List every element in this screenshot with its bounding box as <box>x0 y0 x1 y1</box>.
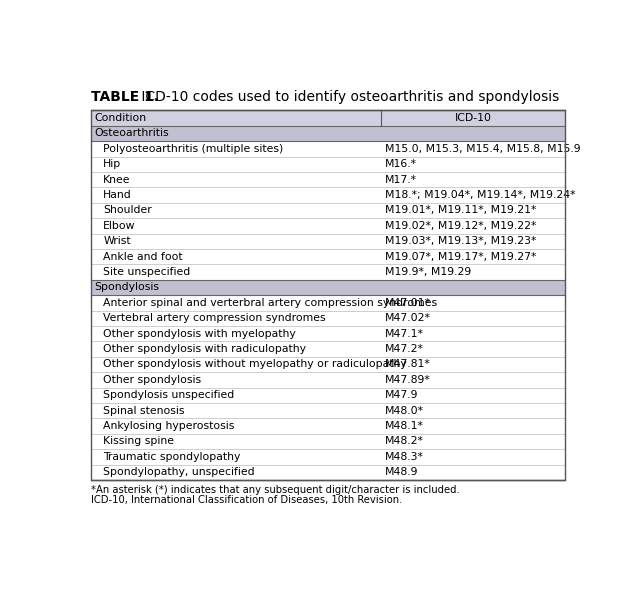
Bar <box>91 418 565 434</box>
Bar <box>91 357 565 372</box>
Text: Osteoarthritis: Osteoarthritis <box>95 128 170 138</box>
Bar <box>91 388 565 403</box>
Bar <box>91 310 565 326</box>
Bar <box>91 372 565 388</box>
Text: M15.0, M15.3, M15.4, M15.8, M15.9: M15.0, M15.3, M15.4, M15.8, M15.9 <box>385 144 580 154</box>
Text: Shoulder: Shoulder <box>103 205 152 216</box>
Text: M17.*: M17.* <box>385 175 417 184</box>
Bar <box>91 141 565 156</box>
Text: Other spondylosis with radiculopathy: Other spondylosis with radiculopathy <box>103 344 307 354</box>
Bar <box>91 403 565 418</box>
Bar <box>91 203 565 218</box>
Text: *An asterisk (*) indicates that any subsequent digit/character is included.: *An asterisk (*) indicates that any subs… <box>91 485 460 495</box>
Bar <box>91 110 565 480</box>
Text: M47.02*: M47.02* <box>385 313 431 323</box>
Text: Condition: Condition <box>95 113 147 123</box>
Bar <box>91 295 565 310</box>
Bar <box>91 264 565 280</box>
Bar <box>91 465 565 480</box>
Text: M19.02*, M19.12*, M19.22*: M19.02*, M19.12*, M19.22* <box>385 221 536 231</box>
Bar <box>91 326 565 341</box>
Text: M47.01*: M47.01* <box>385 298 431 308</box>
Text: Hand: Hand <box>103 190 132 200</box>
Text: Vertebral artery compression syndromes: Vertebral artery compression syndromes <box>103 313 326 323</box>
Text: M16.*: M16.* <box>385 159 417 170</box>
Bar <box>91 341 565 357</box>
Text: Spondylosis: Spondylosis <box>95 283 160 292</box>
Text: Other spondylosis with myelopathy: Other spondylosis with myelopathy <box>103 329 296 338</box>
Text: Kissing spine: Kissing spine <box>103 437 174 446</box>
Text: M48.3*: M48.3* <box>385 452 424 462</box>
Text: Ankle and foot: Ankle and foot <box>103 252 183 262</box>
Bar <box>91 449 565 465</box>
Text: Polyosteoarthritis (multiple sites): Polyosteoarthritis (multiple sites) <box>103 144 284 154</box>
Text: ICD-10: ICD-10 <box>454 113 492 123</box>
Text: Spondylopathy, unspecified: Spondylopathy, unspecified <box>103 467 255 477</box>
Text: M47.9: M47.9 <box>385 391 418 400</box>
Text: M48.2*: M48.2* <box>385 437 424 446</box>
Text: Anterior spinal and verterbral artery compression syndromes: Anterior spinal and verterbral artery co… <box>103 298 437 308</box>
Text: Traumatic spondylopathy: Traumatic spondylopathy <box>103 452 241 462</box>
Text: M18.*; M19.04*, M19.14*, M19.24*: M18.*; M19.04*, M19.14*, M19.24* <box>385 190 575 200</box>
Text: Wrist: Wrist <box>103 236 131 246</box>
Text: Spondylosis unspecified: Spondylosis unspecified <box>103 391 234 400</box>
Text: Spinal stenosis: Spinal stenosis <box>103 406 185 416</box>
Text: Site unspecified: Site unspecified <box>103 267 191 277</box>
Text: Elbow: Elbow <box>103 221 136 231</box>
Text: M48.9: M48.9 <box>385 467 418 477</box>
Text: Knee: Knee <box>103 175 131 184</box>
Text: M19.03*, M19.13*, M19.23*: M19.03*, M19.13*, M19.23* <box>385 236 536 246</box>
Bar <box>91 172 565 187</box>
Text: M48.0*: M48.0* <box>385 406 424 416</box>
Text: ICD-10 codes used to identify osteoarthritis and spondylosis: ICD-10 codes used to identify osteoarthr… <box>136 90 559 104</box>
Text: M47.2*: M47.2* <box>385 344 424 354</box>
Bar <box>91 218 565 234</box>
Text: Ankylosing hyperostosis: Ankylosing hyperostosis <box>103 421 235 431</box>
Bar <box>91 187 565 203</box>
Text: M19.9*, M19.29: M19.9*, M19.29 <box>385 267 471 277</box>
Text: M47.89*: M47.89* <box>385 375 430 385</box>
Text: M19.07*, M19.17*, M19.27*: M19.07*, M19.17*, M19.27* <box>385 252 536 262</box>
Text: Hip: Hip <box>103 159 122 170</box>
Text: TABLE 1.: TABLE 1. <box>91 90 159 104</box>
Bar <box>91 280 565 295</box>
Text: Other spondylosis without myelopathy or radiculopathy: Other spondylosis without myelopathy or … <box>103 359 407 370</box>
Bar <box>91 234 565 249</box>
Text: ICD-10, International Classification of Diseases, 10th Revision.: ICD-10, International Classification of … <box>91 495 402 506</box>
Text: M47.81*: M47.81* <box>385 359 430 370</box>
Text: Other spondylosis: Other spondylosis <box>103 375 202 385</box>
Text: M48.1*: M48.1* <box>385 421 424 431</box>
Bar <box>91 110 565 126</box>
Bar <box>91 249 565 264</box>
Bar <box>91 434 565 449</box>
Text: M19.01*, M19.11*, M19.21*: M19.01*, M19.11*, M19.21* <box>385 205 536 216</box>
Bar <box>91 126 565 141</box>
Text: M47.1*: M47.1* <box>385 329 424 338</box>
Bar <box>91 156 565 172</box>
